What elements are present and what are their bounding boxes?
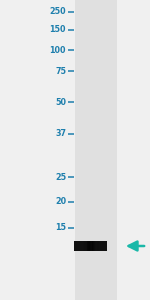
Bar [82,241,83,251]
Bar [89,241,90,251]
Bar [87,241,88,251]
Bar [102,241,103,251]
Bar [103,241,104,251]
Bar [75,241,76,251]
Bar [85,241,86,251]
Bar [92,241,93,251]
Bar [74,241,106,251]
Bar [89,241,90,251]
Text: 15: 15 [55,224,66,232]
Bar [75,0,117,300]
Bar [100,241,101,251]
Bar [82,241,83,251]
Bar [105,241,106,251]
Bar [98,241,99,251]
Bar [102,241,103,251]
Bar [79,241,80,251]
Bar [98,241,99,251]
Bar [80,241,81,251]
Bar [93,241,94,251]
Text: 37: 37 [55,129,66,138]
Bar [88,241,89,251]
Bar [95,241,96,251]
Text: 20: 20 [55,197,66,206]
Bar [78,241,79,251]
Bar [91,241,92,251]
Bar [78,241,79,251]
Bar [80,241,81,251]
Bar [79,241,80,251]
Bar [96,241,97,251]
Bar [94,241,95,251]
Bar [74,241,75,251]
Bar [84,241,85,251]
Bar [106,241,107,251]
Bar [97,241,98,251]
Bar [99,241,100,251]
Text: 50: 50 [55,98,66,106]
Text: 250: 250 [49,8,66,16]
Bar [83,241,84,251]
Bar [84,241,85,251]
Bar [75,241,76,251]
Bar [76,241,77,251]
Bar [83,241,84,251]
Bar [94,241,95,251]
Bar [73,241,74,251]
Bar [91,241,92,251]
Text: 100: 100 [50,46,66,55]
Bar [88,241,89,251]
Bar [92,241,93,251]
Bar [74,241,75,251]
Bar [104,241,105,251]
Bar [97,241,98,251]
Bar [77,241,78,251]
Bar [85,241,86,251]
Bar [103,241,104,251]
Text: 75: 75 [55,67,66,76]
Text: 150: 150 [50,26,66,34]
Bar [101,241,102,251]
Bar [86,241,87,251]
Bar [101,241,102,251]
Text: 25: 25 [55,172,66,182]
Bar [93,241,94,251]
Bar [81,241,82,251]
Bar [99,241,100,251]
Bar [76,241,77,251]
Bar [90,241,91,251]
